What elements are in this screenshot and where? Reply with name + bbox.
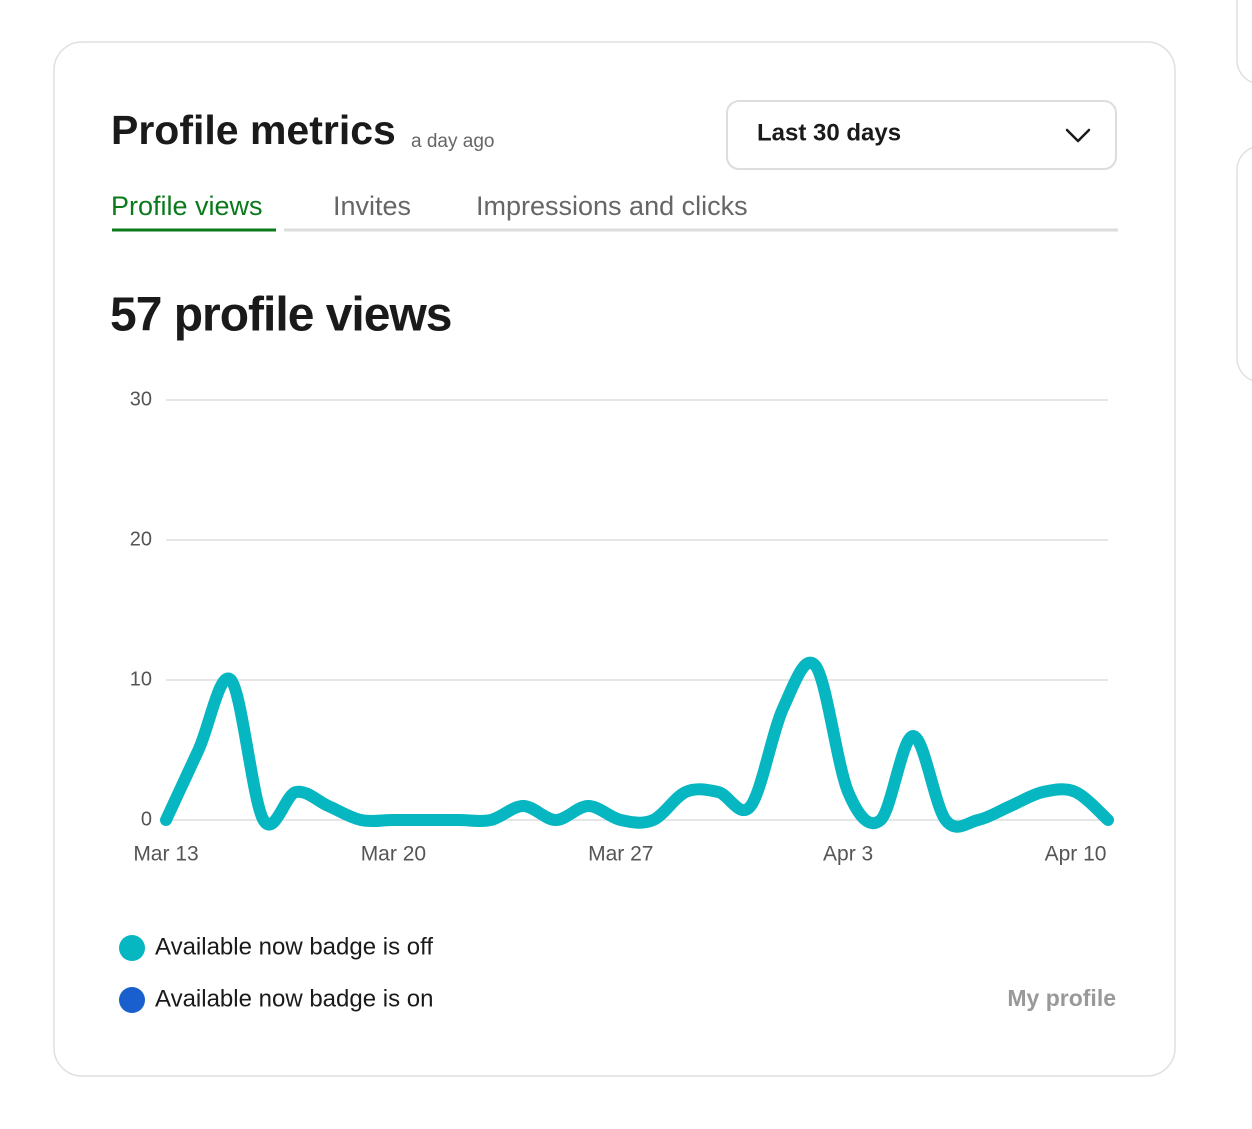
legend-swatch xyxy=(119,935,145,961)
card xyxy=(53,41,1176,1077)
series-line xyxy=(160,656,1114,833)
legend-label: Available now badge is on xyxy=(155,985,433,1012)
chevron[interactable] xyxy=(1065,128,1091,143)
x-tick-label: Apr 3 xyxy=(823,843,873,866)
select-box[interactable] xyxy=(726,100,1117,170)
side-card xyxy=(1236,0,1252,84)
y-tick-label: 0 xyxy=(141,808,152,830)
x-tick-label: Apr 10 xyxy=(1045,843,1107,866)
updated: a day ago xyxy=(411,131,494,152)
x-tick-label: Mar 20 xyxy=(361,843,426,866)
x-tick-label: Mar 27 xyxy=(588,843,653,866)
tab[interactable]: Impressions and clicks xyxy=(476,191,748,221)
headline: 57 profile views xyxy=(110,289,452,342)
x-tick-label: Mar 13 xyxy=(133,843,198,866)
profile-link[interactable]: My profile xyxy=(1007,985,1116,1011)
tab[interactable]: Profile views xyxy=(111,191,263,221)
y-tick-label: 10 xyxy=(130,668,152,690)
y-tick-label: 30 xyxy=(130,388,152,410)
title: Profile metrics xyxy=(111,107,396,153)
range-select[interactable]: Last 30 days xyxy=(726,100,1117,170)
y-tick-label: 20 xyxy=(130,528,152,550)
select-label[interactable]: Last 30 days xyxy=(757,119,901,146)
side-card xyxy=(1236,146,1252,382)
legend-label: Available now badge is off xyxy=(155,933,433,960)
tab[interactable]: Invites xyxy=(333,191,411,221)
legend-swatch xyxy=(119,987,145,1013)
